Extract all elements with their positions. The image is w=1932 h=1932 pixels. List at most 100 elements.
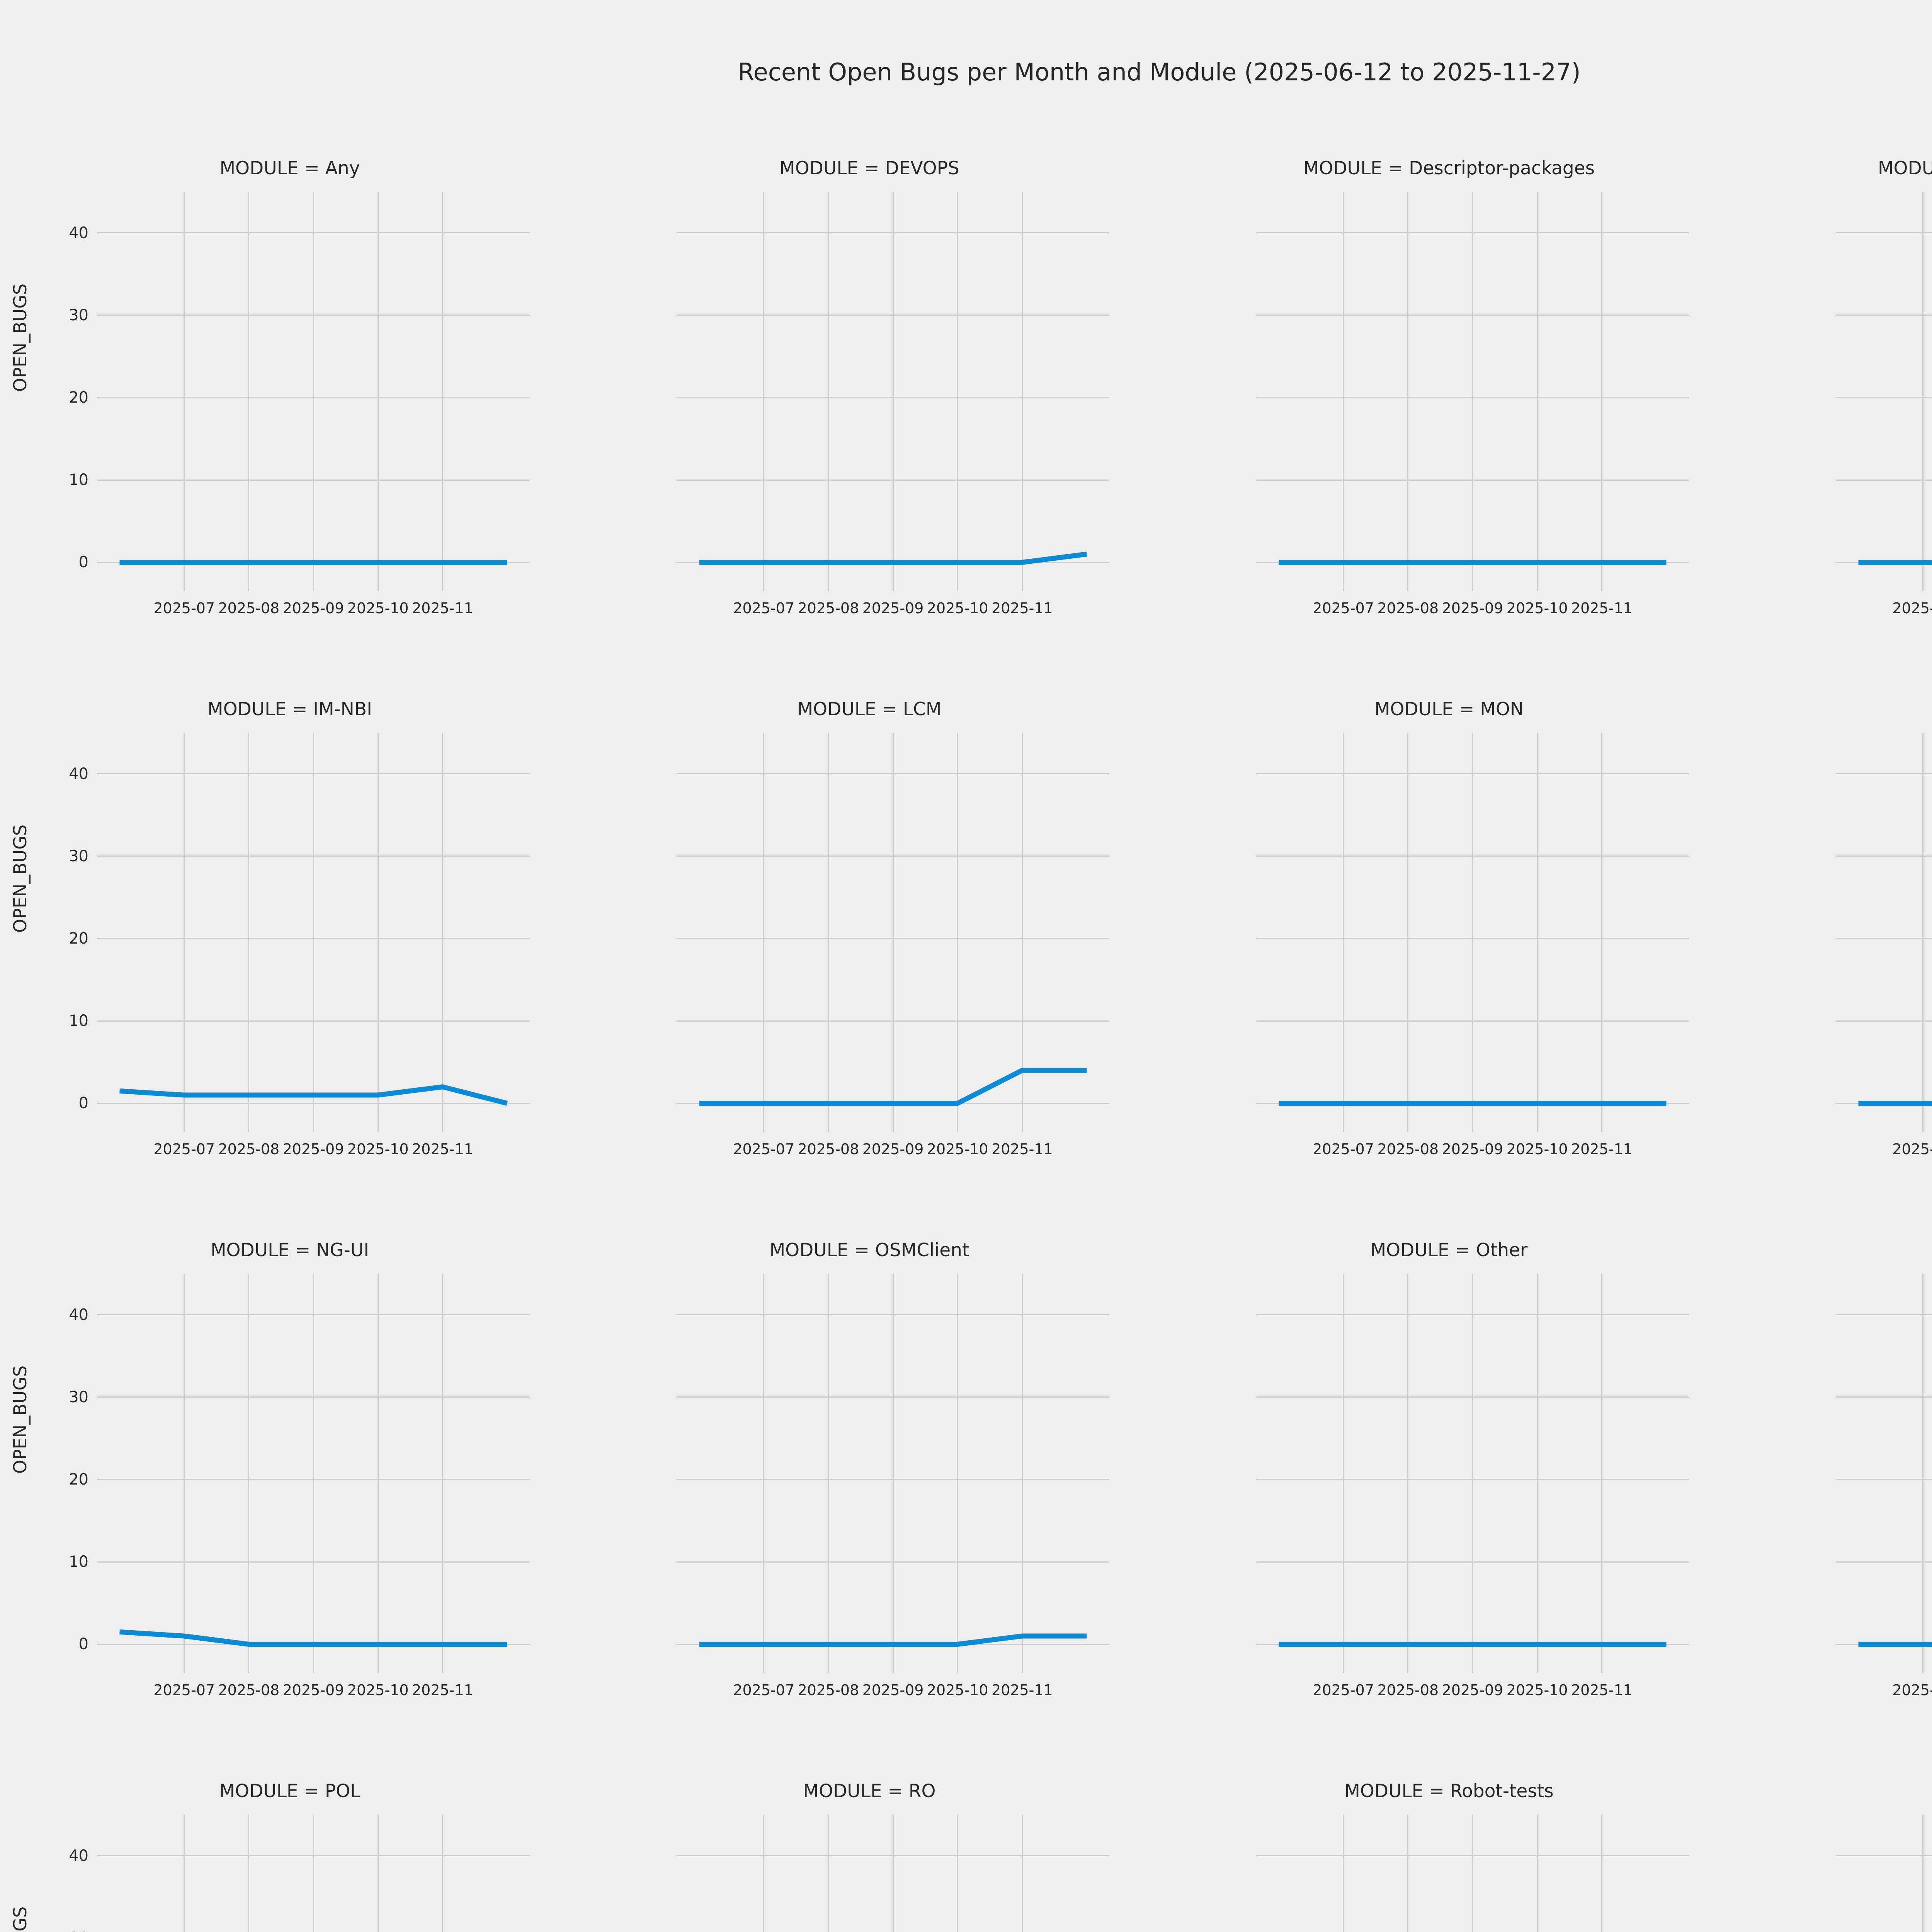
plot-area bbox=[677, 1274, 1109, 1673]
x-tick-label: 2025-08 bbox=[1377, 1141, 1439, 1158]
y-axis-label: OPEN_BUGS bbox=[10, 1825, 31, 1932]
facet-panel-osmclient: MODULE = OSMClient 2025-07 2025-08 2025-09 2… bbox=[580, 1209, 1159, 1750]
y-gridline bbox=[1836, 397, 1932, 398]
x-gridline bbox=[957, 733, 958, 1132]
x-tick-label: 2025-07 bbox=[1313, 1682, 1374, 1699]
y-gridline bbox=[1836, 1396, 1932, 1398]
plot-area bbox=[97, 1274, 530, 1673]
x-tick-label: 2025-11 bbox=[991, 1682, 1053, 1699]
facet-title: MODULE = Any bbox=[219, 158, 360, 179]
x-tick-label: 2025-07 bbox=[733, 1141, 795, 1158]
x-gridline bbox=[763, 192, 765, 591]
page-title: Recent Open Bugs per Month and Module (2… bbox=[738, 58, 1581, 86]
data-line bbox=[699, 551, 1087, 565]
y-tick-label: 10 bbox=[69, 1012, 88, 1030]
facet-panel-descriptor-packages: MODULE = Descriptor-packages 2025-07 2025-… bbox=[1159, 128, 1739, 668]
x-tick-label: 2025-09 bbox=[282, 1682, 344, 1699]
x-gridline bbox=[1601, 192, 1602, 591]
facet-panel-n2vc: MODULE = N2VC2025-072025-082025-092025-1… bbox=[1739, 668, 1932, 1209]
plot-area bbox=[1836, 1274, 1932, 1673]
x-tick-label: 2025-08 bbox=[218, 1682, 280, 1699]
facet-title: MODULE = Descriptor-packages bbox=[1303, 158, 1595, 179]
plot-area bbox=[677, 192, 1109, 591]
x-gridline bbox=[1922, 733, 1924, 1132]
x-tick-label: 2025-10 bbox=[347, 600, 409, 617]
facet-panel-lcm: MODULE = LCM 2025-07 2025-08 2025-09 2025-10… bbox=[580, 668, 1159, 1209]
facet-row: MODULE = Any 0 10 20 30 40 OPEN_BUGS 2025-07 202… bbox=[0, 128, 1932, 668]
x-tick-label: 2025-10 bbox=[1506, 1141, 1568, 1158]
x-tick-label: 2025-10 bbox=[1506, 600, 1568, 617]
facet-title: MODULE = NG-UI bbox=[210, 1240, 369, 1261]
x-tick-label: 2025-09 bbox=[862, 600, 924, 617]
facet-panel-ng-ui: MODULE = NG-UI 0 10 20 30 40 OPEN_BUGS 2025-07 2… bbox=[0, 1209, 580, 1750]
x-gridline bbox=[313, 192, 314, 591]
y-tick-label: 20 bbox=[69, 929, 88, 947]
x-gridline bbox=[1536, 1274, 1538, 1673]
x-gridline bbox=[313, 1274, 314, 1673]
data-line bbox=[1256, 1815, 1689, 1932]
y-tick-label: 0 bbox=[78, 1094, 88, 1112]
plot-area bbox=[97, 733, 530, 1132]
facet-title: MODULE = RO bbox=[803, 1781, 936, 1802]
data-line bbox=[1836, 1815, 1932, 1932]
facet-panel-robot-tests: MODULE = Robot-tests2025-072025-082025-0… bbox=[1159, 1750, 1739, 1932]
x-gridline bbox=[313, 733, 314, 1132]
x-gridline bbox=[1407, 192, 1409, 591]
x-gridline bbox=[442, 733, 443, 1132]
x-gridline bbox=[1922, 1274, 1924, 1673]
data-line bbox=[119, 1629, 507, 1647]
x-gridline bbox=[248, 192, 250, 591]
x-tick-label: 2025-07 bbox=[153, 1682, 215, 1699]
x-gridline bbox=[184, 1815, 185, 1932]
data-line bbox=[699, 1633, 1087, 1647]
x-gridline bbox=[442, 1815, 443, 1932]
x-gridline bbox=[763, 733, 765, 1132]
y-tick-label: 20 bbox=[69, 388, 88, 406]
y-gridline bbox=[1836, 773, 1932, 775]
plot-area bbox=[1836, 733, 1932, 1132]
facet-title: MODULE = PLA bbox=[1739, 1240, 1932, 1261]
x-tick-label: 2025-09 bbox=[862, 1141, 924, 1158]
data-line bbox=[1858, 1641, 1932, 1647]
y-axis-label: OPEN_BUGS bbox=[10, 283, 31, 392]
x-tick-label: 2025-08 bbox=[218, 600, 280, 617]
y-tick-label: 40 bbox=[69, 765, 88, 783]
facet-panel-pla: MODULE = PLA2025-072025-082025-092025-10… bbox=[1739, 1209, 1932, 1750]
x-gridline bbox=[1472, 1815, 1473, 1932]
x-tick-label: 2025-11 bbox=[991, 600, 1053, 617]
x-gridline bbox=[1536, 192, 1538, 591]
y-axis-label: OPEN_BUGS bbox=[10, 1365, 31, 1474]
facet-panel-other: MODULE = Other 2025-07 2025-08 2025-09 2025-… bbox=[1159, 1209, 1739, 1750]
facet-panel-mon: MODULE = MON 2025-07 2025-08 2025-09 2025-10… bbox=[1159, 668, 1739, 1209]
x-gridline bbox=[248, 1815, 250, 1932]
x-gridline bbox=[377, 1274, 379, 1673]
facet-row: MODULE = IM-NBI 0 10 20 30 40 OPEN_BUGS 2025-07… bbox=[0, 668, 1932, 1209]
y-tick-label: 40 bbox=[69, 1306, 88, 1324]
plot-area bbox=[1256, 192, 1689, 591]
data-line bbox=[1858, 560, 1932, 565]
x-tick-label: 2025-09 bbox=[1442, 1682, 1503, 1699]
facet-title: MODULE = OSMClient bbox=[769, 1240, 969, 1261]
x-gridline bbox=[1922, 192, 1924, 591]
x-gridline bbox=[828, 1815, 829, 1932]
x-gridline bbox=[377, 1815, 379, 1932]
x-tick-label: 2025-10 bbox=[927, 600, 988, 617]
x-tick-label: 2025-07 bbox=[1892, 1682, 1932, 1699]
x-tick-label: 2025-08 bbox=[1377, 600, 1439, 617]
x-tick-label: 2025-08 bbox=[218, 1141, 280, 1158]
x-gridline bbox=[1407, 1815, 1409, 1932]
x-tick-label: 2025-07 bbox=[1313, 600, 1374, 617]
x-gridline bbox=[763, 1274, 765, 1673]
x-gridline bbox=[1343, 733, 1344, 1132]
y-tick-label: 30 bbox=[69, 847, 88, 865]
x-gridline bbox=[313, 1815, 314, 1932]
y-gridline bbox=[1836, 479, 1932, 481]
x-gridline bbox=[1601, 1815, 1602, 1932]
x-gridline bbox=[1601, 733, 1602, 1132]
x-tick-label: 2025-11 bbox=[1571, 1141, 1633, 1158]
facet-title: MODULE = MON bbox=[1374, 699, 1524, 720]
x-gridline bbox=[892, 1815, 894, 1932]
x-tick-label: 2025-11 bbox=[412, 1141, 473, 1158]
x-tick-label: 2025-10 bbox=[927, 1682, 988, 1699]
x-tick-label: 2025-07 bbox=[733, 600, 795, 617]
